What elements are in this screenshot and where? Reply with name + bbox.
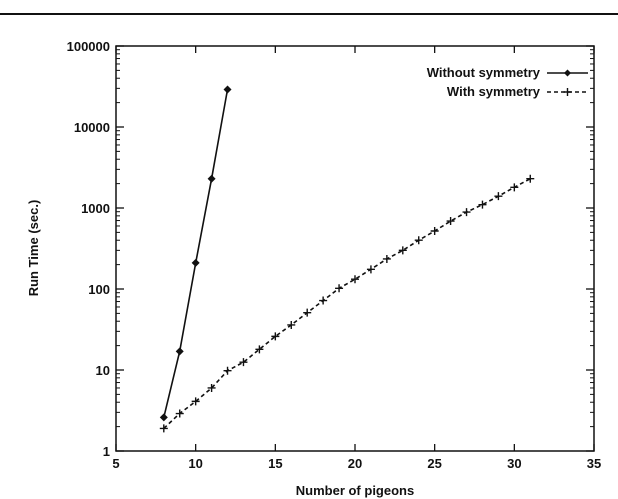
legend-label-with-symmetry: With symmetry bbox=[447, 84, 541, 99]
y-tick-label: 10 bbox=[96, 363, 110, 378]
y-tick-label: 100 bbox=[88, 282, 110, 297]
x-tick-label: 5 bbox=[112, 456, 119, 471]
axis-ticks bbox=[115, 45, 595, 452]
data-point-with-symmetry bbox=[510, 183, 519, 192]
data-point-with-symmetry bbox=[366, 265, 375, 274]
x-tick-label: 25 bbox=[427, 456, 441, 471]
data-point-with-symmetry bbox=[335, 284, 344, 293]
x-tick-label: 15 bbox=[268, 456, 282, 471]
data-point-with-symmetry bbox=[414, 236, 423, 245]
data-point-with-symmetry bbox=[462, 208, 471, 217]
data-point-with-symmetry bbox=[398, 246, 407, 255]
data-point-with-symmetry bbox=[446, 217, 455, 226]
data-point-with-symmetry bbox=[382, 254, 391, 263]
data-point-with-symmetry bbox=[207, 383, 216, 392]
data-point-with-symmetry bbox=[239, 358, 248, 367]
x-tick-label: 10 bbox=[188, 456, 202, 471]
series-line-without-symmetry bbox=[163, 89, 229, 418]
data-point-with-symmetry bbox=[255, 345, 264, 354]
data-point-with-symmetry bbox=[159, 424, 168, 433]
y-tick-label: 1 bbox=[103, 444, 110, 459]
data-point-with-symmetry bbox=[303, 308, 312, 317]
data-point-with-symmetry bbox=[351, 275, 359, 284]
data-point-with-symmetry bbox=[478, 200, 487, 209]
series-layer bbox=[159, 85, 535, 433]
x-tick-label: 35 bbox=[587, 456, 601, 471]
data-point-with-symmetry bbox=[526, 174, 535, 183]
data-point-without-symmetry bbox=[175, 347, 184, 356]
plot-area-frame bbox=[115, 45, 595, 452]
data-point-with-symmetry bbox=[430, 227, 439, 236]
data-point-without-symmetry bbox=[191, 258, 200, 267]
y-tick-label: 100000 bbox=[67, 39, 110, 54]
x-tick-label: 20 bbox=[348, 456, 362, 471]
x-axis-title: Number of pigeons bbox=[296, 483, 414, 498]
data-point-without-symmetry bbox=[207, 174, 216, 183]
x-tick-label: 30 bbox=[507, 456, 521, 471]
data-point-with-symmetry bbox=[271, 332, 280, 341]
legend-marker-without-symmetry bbox=[564, 69, 571, 77]
legend-marker-with-symmetry bbox=[563, 88, 572, 96]
series-line-with-symmetry bbox=[163, 177, 531, 429]
data-point-with-symmetry bbox=[223, 366, 232, 375]
y-tick-label: 1000 bbox=[81, 201, 110, 216]
data-point-with-symmetry bbox=[175, 409, 184, 418]
data-point-without-symmetry bbox=[223, 85, 232, 94]
data-point-with-symmetry bbox=[319, 296, 328, 305]
y-axis-title: Run Time (sec.) bbox=[26, 200, 41, 297]
data-point-with-symmetry bbox=[494, 192, 503, 201]
data-point-with-symmetry bbox=[287, 320, 296, 329]
axis-tick-labels: 5 10 15 20 25 30 35 1 10 100 1000 10000 100000 bbox=[67, 39, 602, 471]
legend: Without symmetry With symmetry bbox=[427, 65, 588, 99]
legend-label-without-symmetry: Without symmetry bbox=[427, 65, 541, 80]
data-point-without-symmetry bbox=[159, 413, 168, 422]
data-point-with-symmetry bbox=[191, 397, 200, 406]
y-tick-label: 10000 bbox=[74, 120, 110, 135]
top-rule bbox=[0, 13, 618, 15]
